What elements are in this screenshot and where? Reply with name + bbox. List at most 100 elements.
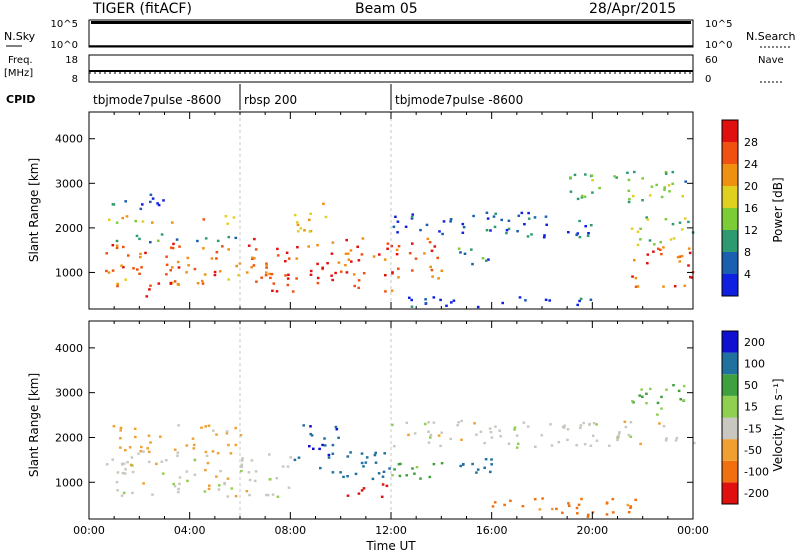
data-cell [230, 487, 234, 490]
data-cell [484, 458, 488, 461]
freq-tick-top: 18 [65, 55, 78, 66]
data-cell [335, 428, 339, 431]
data-cell [430, 249, 434, 252]
data-cell [287, 273, 290, 276]
data-cell [247, 244, 251, 247]
data-cell [354, 472, 358, 476]
data-cell [682, 384, 686, 388]
data-cell [139, 450, 143, 453]
data-cell [115, 246, 119, 250]
data-cell [584, 225, 587, 228]
data-cell [234, 494, 238, 498]
data-cell [124, 449, 127, 452]
data-cell [139, 255, 142, 259]
data-cell [459, 464, 462, 468]
data-cell [302, 424, 305, 427]
data-cell [107, 271, 111, 274]
data-cell [456, 424, 459, 427]
data-cell [285, 251, 289, 254]
data-cell [271, 289, 274, 292]
data-cell [538, 508, 542, 511]
data-cell [147, 434, 151, 437]
colorbar-tick-label: -15 [744, 422, 762, 435]
data-cell [275, 477, 279, 480]
data-cell [485, 229, 489, 232]
data-cell [140, 445, 143, 449]
data-cell [660, 195, 664, 199]
data-cell [131, 470, 135, 474]
data-cell [250, 266, 253, 269]
data-cell [494, 425, 497, 428]
x-tick-label: 00:00 [677, 524, 709, 537]
data-cell [590, 174, 594, 177]
freq-panel [88, 54, 694, 83]
data-cell [326, 262, 329, 265]
data-cell [216, 452, 220, 455]
data-cell [652, 250, 655, 253]
data-cell [470, 248, 473, 251]
data-cell [441, 232, 444, 236]
data-cell [579, 424, 583, 427]
data-cell [681, 228, 684, 231]
data-cell [567, 502, 570, 505]
data-cell [350, 260, 353, 263]
data-cell [215, 257, 218, 260]
data-cell [391, 423, 394, 427]
data-cell [636, 285, 640, 288]
y-tick-label: 3000 [55, 177, 83, 190]
data-cell [373, 453, 377, 457]
data-cell [176, 260, 180, 264]
colorbar-tick-label: 8 [744, 246, 751, 259]
data-cell [111, 244, 115, 247]
data-cell [579, 426, 582, 430]
data-cell [440, 269, 444, 272]
data-cell [561, 511, 564, 514]
data-cell [327, 453, 331, 457]
data-cell [678, 255, 682, 258]
data-cell [151, 197, 155, 200]
data-cell [655, 183, 658, 187]
data-cell [589, 444, 593, 447]
data-cell [530, 233, 533, 236]
data-cell [627, 200, 631, 204]
y-tick-label: 4000 [55, 133, 83, 146]
data-cell [176, 283, 180, 286]
nsky-label: N.Sky [4, 30, 36, 43]
data-cell [149, 241, 152, 244]
colorbar-swatch [722, 164, 738, 186]
data-cell [221, 245, 224, 248]
data-cell [483, 466, 486, 469]
data-cell [518, 296, 522, 299]
data-cell [385, 484, 389, 488]
data-cell [431, 275, 434, 278]
data-cell [391, 271, 394, 274]
data-cell [627, 178, 631, 182]
data-cell [688, 251, 692, 255]
data-cell [357, 279, 361, 282]
data-cell [331, 241, 335, 244]
data-cell [185, 470, 189, 473]
data-cell [227, 278, 230, 281]
data-cell [108, 218, 111, 221]
data-cell [309, 425, 312, 428]
cpid-segment-label: rbsp 200 [244, 93, 297, 107]
data-cell [378, 253, 381, 256]
data-cell [176, 454, 179, 457]
data-cell [507, 227, 511, 231]
data-cell [248, 493, 251, 497]
data-cell [356, 245, 359, 248]
data-cell [397, 276, 400, 279]
data-cell [135, 234, 139, 238]
data-cell [394, 215, 397, 218]
data-cell [139, 252, 142, 256]
data-cell [119, 437, 122, 440]
data-cell [616, 438, 619, 442]
data-cell [287, 257, 291, 260]
data-cell [202, 218, 206, 221]
data-cell [449, 437, 452, 441]
data-cell [630, 227, 634, 230]
data-cell [439, 444, 442, 448]
data-cell [276, 495, 280, 498]
data-cell [173, 448, 177, 451]
data-cell [119, 426, 123, 430]
